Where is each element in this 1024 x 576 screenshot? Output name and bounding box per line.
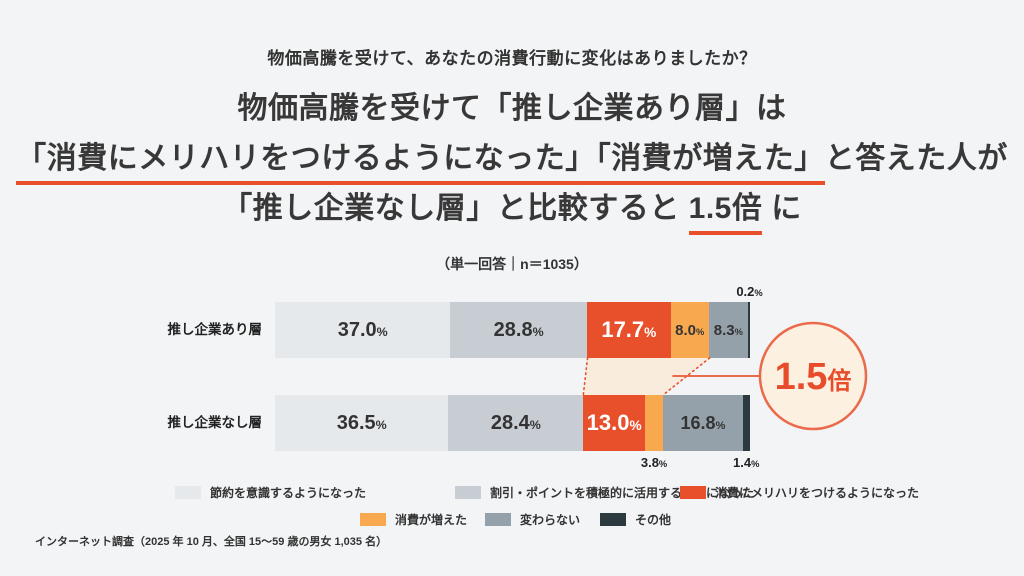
legend-swatch [455, 486, 481, 499]
legend-label: 消費が増えた [395, 513, 468, 527]
survey-question: 物価高騰を受けて、あなたの消費行動に変化はありましたか？ [267, 49, 757, 68]
legend-label: その他 [635, 513, 672, 527]
segment-value-label-outside: 3.8% [640, 455, 668, 470]
bar-segment: 17.7% [586, 302, 671, 358]
title-line-2: 「消費にメリハリをつけるようになった」「消費が増えた」と答えた人が [0, 134, 1024, 185]
bar-segment: 16.8% [663, 395, 743, 451]
bar-segment: 36.5% [275, 395, 449, 451]
bar-segment: 8.0% [670, 302, 709, 358]
bar-category-label: 推し企業あり層 [167, 322, 263, 337]
legend-swatch [600, 513, 626, 526]
bar-segment: 37.0% [275, 302, 451, 358]
bar-segment: 28.4% [448, 395, 584, 451]
title-line-3: 「推し企業なし層」と比較すると 1.5倍 に [0, 184, 1024, 235]
title-line-3-post: に [762, 192, 802, 225]
legend-item: その他 [600, 511, 671, 528]
legend-swatch [485, 513, 511, 526]
title-line-2-rest: と答えた人が [824, 142, 1008, 175]
chart-subtitle: （単一回答｜n＝1035） [436, 256, 588, 272]
legend-item: 変わらない [485, 511, 580, 528]
highlight-band-edge-left [582, 357, 589, 396]
legend-label: 変わらない [520, 513, 581, 527]
segment-value-label: 37.0% [337, 318, 388, 341]
segment-value-label: 8.0% [675, 321, 705, 339]
legend-label: 消費にメリハリをつけるようになった [715, 486, 920, 500]
bar-segment: 13.0% [583, 395, 646, 451]
bar-category-label: 推し企業なし層 [167, 415, 263, 430]
bar-segment: 8.3% [708, 302, 749, 358]
bar-segment [742, 395, 750, 451]
legend-swatch [680, 486, 706, 499]
segment-value-label: 8.3% [713, 321, 743, 339]
legend-label: 節約を意識するようになった [210, 486, 367, 500]
segment-value-label: 28.8% [493, 318, 544, 341]
segment-value-label: 17.7% [601, 317, 657, 342]
main-title: 物価高騰を受けて「推し企業あり層」は 「消費にメリハリをつけるようになった」「消… [0, 84, 1024, 235]
bar-segment: 28.8% [450, 302, 587, 358]
bar-segment [748, 302, 751, 358]
title-highlight-ratio: 1.5倍 [688, 192, 763, 235]
segment-value-label: 16.8% [680, 412, 726, 433]
title-line-1: 物価高騰を受けて「推し企業あり層」は [237, 92, 787, 125]
ratio-circle [758, 321, 868, 431]
segment-value-label: 36.5% [336, 411, 387, 434]
ratio-circle-label: 1.5倍 [775, 356, 852, 398]
stacked-bar: 36.5% 28.4% 13.0% 16.8% [275, 395, 750, 451]
highlight-band-edge-right [662, 357, 711, 396]
stacked-bar: 37.0% 28.8% 17.7% 8.0% 8.3% [275, 302, 751, 358]
source-note: インターネット調査（2025 年 10 月、全国 15〜59 歳の男女 1,03… [35, 536, 388, 548]
segment-value-label-outside: 0.2% [736, 284, 763, 299]
segment-value-label-outside: 1.4% [732, 455, 760, 470]
title-line-3-pre: 「推し企業なし層」と比較すると [222, 192, 689, 225]
highlight-band [583, 358, 710, 395]
legend-swatch [360, 513, 386, 526]
segment-value-label: 13.0% [586, 410, 642, 435]
legend-item: 消費にメリハリをつけるようになった [680, 484, 919, 501]
legend-item: 消費が増えた [360, 511, 467, 528]
segment-value-label: 28.4% [490, 411, 541, 434]
bar-segment [645, 395, 664, 451]
legend-swatch [175, 486, 201, 499]
legend-item: 節約を意識するようになった [175, 484, 366, 501]
title-underlined-phrase: 「消費にメリハリをつけるようになった」「消費が増えた」 [16, 142, 825, 185]
